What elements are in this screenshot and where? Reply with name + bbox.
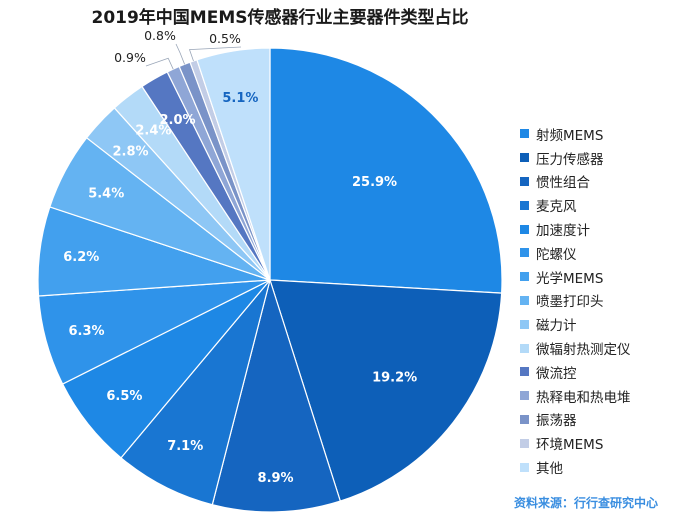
slice-label-8: 2.8% (112, 145, 148, 160)
legend-item-8: 磁力计 (520, 312, 695, 336)
legend-swatch (520, 391, 529, 401)
legend-label: 陀螺仪 (536, 246, 577, 263)
legend-label: 热释电和热电堆 (536, 389, 631, 406)
legend-item-5: 陀螺仪 (520, 241, 695, 265)
legend-label: 压力传感器 (536, 151, 604, 168)
legend-label: 惯性组合 (536, 175, 590, 192)
pie-slice-0 (269, 47, 503, 294)
legend-label: 微流控 (536, 365, 577, 382)
slice-label-2: 8.9% (258, 471, 294, 486)
leader-line-12 (175, 43, 185, 65)
legend-item-13: 环境MEMS (520, 431, 695, 455)
slice-label-0: 25.9% (352, 175, 397, 190)
legend-item-4: 加速度计 (520, 217, 695, 241)
legend-item-7: 喷墨打印头 (520, 289, 695, 313)
legend-swatch (520, 200, 529, 210)
pie-slice-3 (120, 279, 271, 506)
legend-label: 振荡器 (536, 413, 577, 430)
legend-swatch (520, 248, 529, 258)
slice-label-14: 5.1% (222, 91, 258, 106)
leader-line-11 (145, 57, 174, 70)
legend-swatch (520, 295, 529, 305)
pie-slice-14 (196, 47, 271, 281)
leader-line-13 (188, 46, 242, 62)
legend-label: 加速度计 (536, 223, 590, 240)
legend-swatch (520, 224, 529, 234)
slice-label-9: 2.4% (135, 124, 171, 139)
legend-swatch (520, 272, 529, 282)
legend-swatch (520, 343, 529, 353)
legend-swatch (520, 153, 529, 163)
leader-lines (145, 43, 242, 70)
legend-item-12: 振荡器 (520, 408, 695, 432)
legend-swatch (520, 367, 529, 377)
legend-item-11: 热释电和热电堆 (520, 384, 695, 408)
legend-label: 麦克风 (536, 199, 577, 216)
legend-swatch (520, 438, 529, 448)
legend-item-10: 微流控 (520, 360, 695, 384)
source-note: 资料来源：行行查研究中心 (513, 496, 658, 510)
pie-slice-2 (211, 277, 342, 513)
slice-label-3: 7.1% (167, 439, 203, 454)
legend-label: 喷墨打印头 (536, 294, 604, 311)
legend-item-2: 惯性组合 (520, 170, 695, 194)
legend-item-0: 射频MEMS (520, 122, 695, 146)
legend-swatch (520, 129, 529, 139)
legend-item-1: 压力传感器 (520, 146, 695, 170)
slice-labels: 25.9% 19.2% 8.9% 7.1% 6.5% 6.3% 6.2% 5.4% 2.8% 2.… (63, 28, 417, 486)
slice-label-13: 0.5% (209, 31, 241, 46)
legend-swatch (520, 462, 529, 472)
legend-item-3: 麦克风 (520, 193, 695, 217)
slice-label-10: 2.0% (160, 113, 196, 128)
slice-label-4: 6.5% (106, 389, 142, 404)
slice-label-6: 6.2% (63, 250, 99, 265)
slice-label-7: 5.4% (88, 187, 124, 202)
legend-item-14: 其他 (520, 455, 695, 479)
legend-swatch (520, 176, 529, 186)
legend-swatch (520, 414, 529, 424)
legend-item-9: 微辐射热测定仪 (520, 336, 695, 360)
pie-slice-1 (269, 279, 503, 502)
legend-label: 光学MEMS (536, 270, 604, 287)
legend-label: 环境MEMS (536, 437, 604, 454)
slice-label-1: 19.2% (372, 371, 417, 386)
legend-label: 微辐射热测定仪 (536, 342, 631, 359)
legend-item-6: 光学MEMS (520, 265, 695, 289)
slice-label-11: 0.9% (114, 50, 146, 65)
legend-label: 磁力计 (536, 318, 577, 335)
slice-label-12: 0.8% (144, 28, 176, 43)
chart-title: 2019年中国MEMS传感器行业主要器件类型占比 (91, 8, 469, 28)
legend-label: 射频MEMS (536, 127, 604, 144)
slice-label-5: 6.3% (68, 324, 104, 339)
chart-legend: 射频MEMS 压力传感器惯性组合麦克风加速度计陀螺仪光学MEMS 喷墨打印头磁力计微… (520, 122, 695, 479)
legend-label: 其他 (536, 461, 563, 478)
pie-slices (37, 47, 503, 513)
legend-swatch (520, 319, 529, 329)
